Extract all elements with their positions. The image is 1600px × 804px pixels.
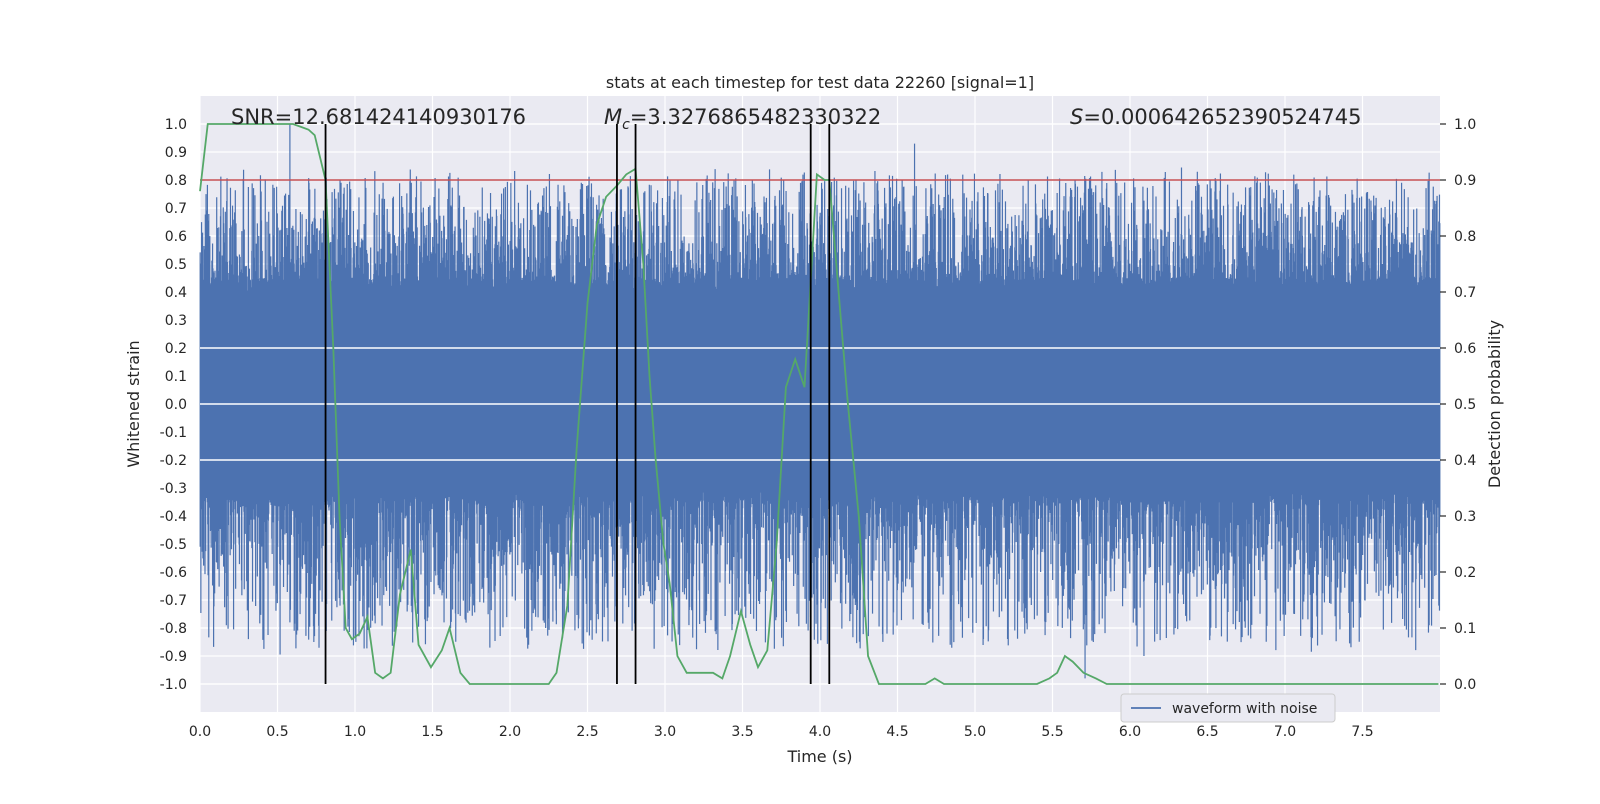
y-axis-label: Whitened strain: [124, 340, 143, 467]
y-tick-label: -0.7: [160, 593, 187, 609]
y2-tick-label: 0.3: [1454, 509, 1476, 525]
legend-box: [1120, 693, 1336, 723]
probability-line: [199, 123, 1439, 685]
y-tick-label: 0.8: [165, 173, 187, 189]
x-tick-label: 0.0: [189, 724, 211, 740]
y-tick-label: -0.4: [160, 509, 187, 525]
x-tick-label: 6.5: [1196, 724, 1218, 740]
x-tick-label: 1.0: [344, 724, 366, 740]
y2-tick-label: 0.0: [1454, 677, 1476, 693]
x-tick-label: 1.5: [421, 724, 443, 740]
x-tick-label: 4.0: [809, 724, 831, 740]
x-tick-label: 5.5: [1041, 724, 1063, 740]
legend-label: waveform with noise: [1172, 701, 1317, 717]
annotation-mc: Mc=3.3276865482330322: [604, 105, 881, 133]
y-tick-label: 0.5: [165, 257, 187, 273]
y2-tick-label: 0.9: [1454, 173, 1476, 189]
y2-axis-label: Detection probability: [1485, 320, 1504, 488]
y-tick-label: 0.7: [165, 201, 187, 217]
y-tick-label: -0.2: [160, 453, 187, 469]
y-tick-label: -0.1: [160, 425, 187, 441]
y2-tick-label: 0.5: [1454, 397, 1476, 413]
event-markers: [324, 124, 831, 684]
x-tick-label: 7.5: [1351, 724, 1373, 740]
y-tick-label: 0.9: [165, 145, 187, 161]
x-tick-label: 7.0: [1274, 724, 1296, 740]
y-tick-label: -0.3: [160, 481, 187, 497]
y-tick-label: -0.6: [160, 565, 187, 581]
waveform-core: [200, 292, 1440, 488]
y-tick-label: -0.8: [160, 621, 187, 637]
y-tick-label: 0.0: [165, 397, 187, 413]
y-tick-label: 0.4: [165, 285, 187, 301]
annotation-snr: SNR=12.681424140930176: [231, 105, 526, 129]
y2-tick-label: 0.4: [1454, 453, 1476, 469]
x-tick-label: 5.0: [964, 724, 986, 740]
x-tick-label: 2.5: [576, 724, 598, 740]
x-tick-label: 6.0: [1119, 724, 1141, 740]
y-tick-label: 0.2: [165, 341, 187, 357]
y-tick-label: 0.6: [165, 229, 187, 245]
x-tick-label: 2.0: [499, 724, 521, 740]
y-tick-label: -0.9: [160, 649, 187, 665]
x-tick-label: 3.5: [731, 724, 753, 740]
legend: waveform with noise: [1120, 693, 1336, 723]
chart-title: stats at each timestep for test data 222…: [606, 73, 1034, 92]
waveform-series: [199, 124, 1441, 679]
y-tick-label: -0.5: [160, 537, 187, 553]
y2-tick-label: 0.7: [1454, 285, 1476, 301]
x-tick-label: 3.0: [654, 724, 676, 740]
y-tick-label: 0.3: [165, 313, 187, 329]
x-axis-label: Time (s): [786, 747, 852, 766]
probability-series: [199, 123, 1440, 685]
y-tick-label: 0.1: [165, 369, 187, 385]
y2-tick-label: 1.0: [1454, 117, 1476, 133]
y2-tick-label: 0.1: [1454, 621, 1476, 637]
x-tick-label: 4.5: [886, 724, 908, 740]
annotation-s: S=0.000642652390524745: [1070, 105, 1361, 129]
y2-tick-label: 0.8: [1454, 229, 1476, 245]
x-tick-label: 0.5: [266, 724, 288, 740]
axes: 0.0 0.5 1.0 1.5 2.0 2.5 3.0 3.5 4.0 4.5 5.0 5.5 6.0 6…: [160, 117, 1477, 740]
y2-tick-label: 0.6: [1454, 341, 1476, 357]
y2-tick-label: 0.2: [1454, 565, 1476, 581]
y-tick-label: 1.0: [165, 117, 187, 133]
y-tick-label: -1.0: [160, 677, 187, 693]
